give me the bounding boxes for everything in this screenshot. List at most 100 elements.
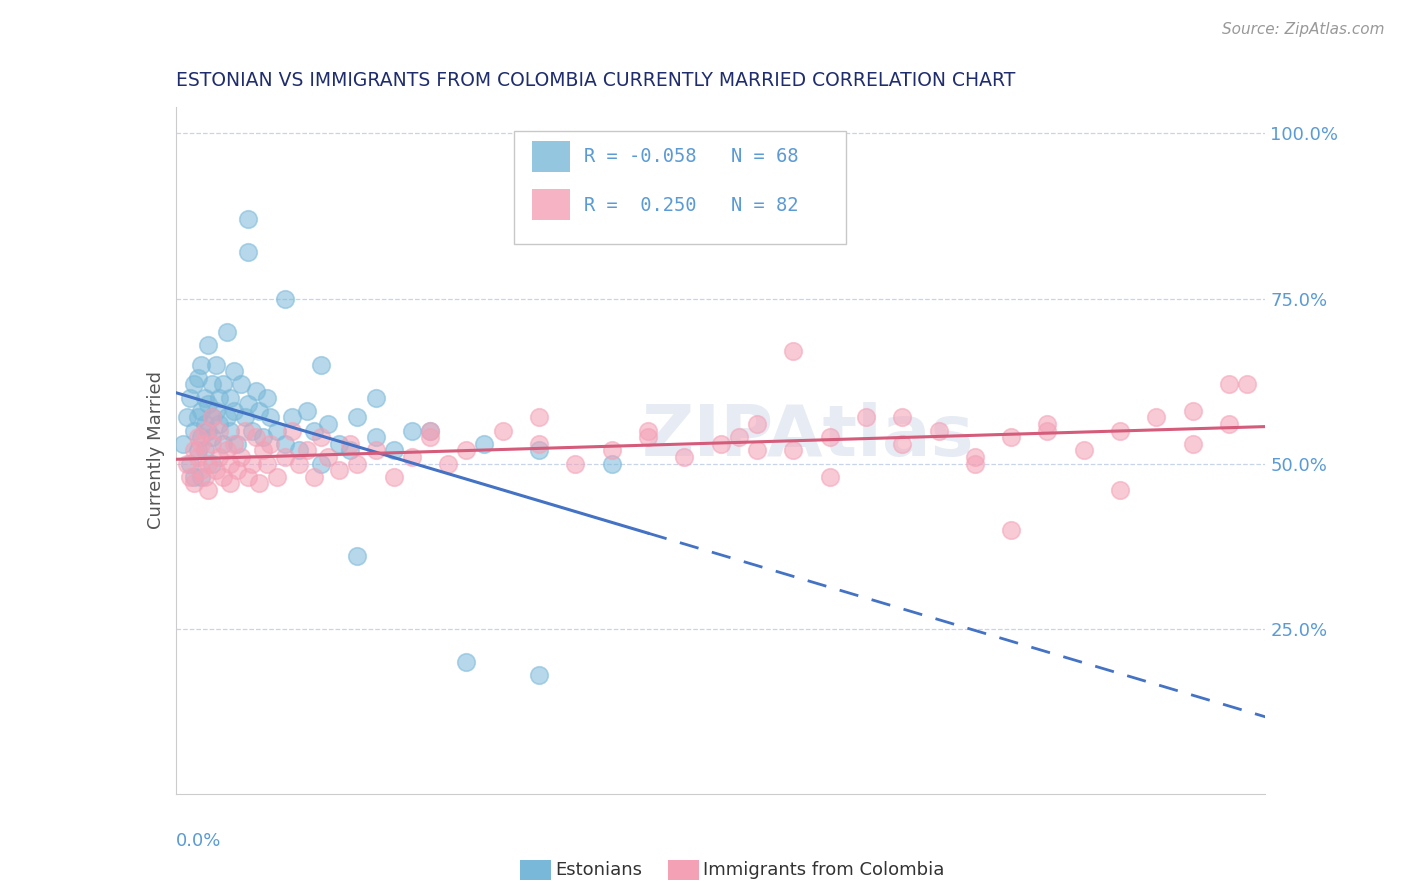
Point <box>1236 377 1258 392</box>
Point <box>259 410 281 425</box>
Point <box>1218 417 1240 431</box>
Point <box>208 391 231 405</box>
Point <box>201 430 224 444</box>
Point <box>1109 483 1132 497</box>
Point <box>197 338 219 352</box>
Point <box>197 483 219 497</box>
Point <box>456 443 478 458</box>
Point <box>309 430 332 444</box>
Point <box>928 424 950 438</box>
Point <box>176 410 198 425</box>
Point <box>891 437 914 451</box>
Point <box>186 430 209 444</box>
Point <box>328 437 350 451</box>
Point <box>194 391 217 405</box>
Point <box>295 404 318 418</box>
Point <box>302 424 325 438</box>
Point <box>364 391 387 405</box>
Point <box>252 430 274 444</box>
Point <box>183 476 205 491</box>
Text: Estonians: Estonians <box>555 861 643 879</box>
Point <box>782 344 804 359</box>
Point <box>274 450 297 464</box>
Point <box>256 391 278 405</box>
Point <box>219 424 242 438</box>
Point <box>281 410 304 425</box>
Point <box>201 410 224 425</box>
Point <box>212 470 235 484</box>
Point <box>295 443 318 458</box>
Point <box>222 364 245 378</box>
Point <box>231 450 253 464</box>
Point <box>247 404 270 418</box>
Point <box>527 437 550 451</box>
Point <box>215 443 238 458</box>
Point <box>179 470 201 484</box>
Point <box>281 424 304 438</box>
Point <box>600 443 623 458</box>
Point <box>782 443 804 458</box>
Point <box>266 424 288 438</box>
Point <box>309 358 332 372</box>
Point <box>710 437 733 451</box>
Point <box>194 470 217 484</box>
Point <box>212 437 235 451</box>
Point <box>474 437 496 451</box>
Point <box>256 457 278 471</box>
Point <box>238 397 260 411</box>
Point <box>204 404 226 418</box>
Point <box>183 470 205 484</box>
Point <box>274 292 297 306</box>
Point <box>208 424 231 438</box>
Point <box>204 463 226 477</box>
Point <box>419 424 441 438</box>
Text: ESTONIAN VS IMMIGRANTS FROM COLOMBIA CURRENTLY MARRIED CORRELATION CHART: ESTONIAN VS IMMIGRANTS FROM COLOMBIA CUR… <box>176 71 1015 90</box>
Point <box>194 424 217 438</box>
Point <box>328 463 350 477</box>
Point <box>219 391 242 405</box>
Point <box>818 430 841 444</box>
Point <box>419 430 441 444</box>
Point <box>818 470 841 484</box>
Point <box>183 424 205 438</box>
Point <box>288 457 311 471</box>
Point <box>1181 437 1204 451</box>
Point <box>201 457 224 471</box>
Point <box>855 410 877 425</box>
Point <box>212 377 235 392</box>
Point <box>1073 443 1095 458</box>
Point <box>197 424 219 438</box>
Point <box>1000 523 1022 537</box>
Point <box>190 463 212 477</box>
Point <box>190 437 212 451</box>
Point <box>963 450 986 464</box>
Point <box>183 443 205 458</box>
Point <box>186 443 209 458</box>
Text: ZIPAtlas: ZIPAtlas <box>641 402 974 471</box>
Text: 0.0%: 0.0% <box>176 831 221 850</box>
Point <box>186 371 209 385</box>
Point <box>288 443 311 458</box>
Text: R =  0.250: R = 0.250 <box>585 195 697 215</box>
Point <box>222 437 245 451</box>
Y-axis label: Currently Married: Currently Married <box>146 371 165 530</box>
Point <box>492 424 515 438</box>
Point <box>364 443 387 458</box>
Text: Source: ZipAtlas.com: Source: ZipAtlas.com <box>1222 22 1385 37</box>
Point <box>1146 410 1168 425</box>
Point <box>197 457 219 471</box>
Point <box>527 443 550 458</box>
Point <box>346 457 368 471</box>
Point <box>190 430 212 444</box>
Point <box>245 430 267 444</box>
Point <box>259 437 281 451</box>
Point <box>419 424 441 438</box>
Point <box>201 410 224 425</box>
Point <box>238 245 260 260</box>
Point <box>233 424 256 438</box>
Point <box>456 655 478 669</box>
Text: Immigrants from Colombia: Immigrants from Colombia <box>703 861 945 879</box>
Point <box>176 457 198 471</box>
Point <box>252 443 274 458</box>
Point <box>382 443 405 458</box>
